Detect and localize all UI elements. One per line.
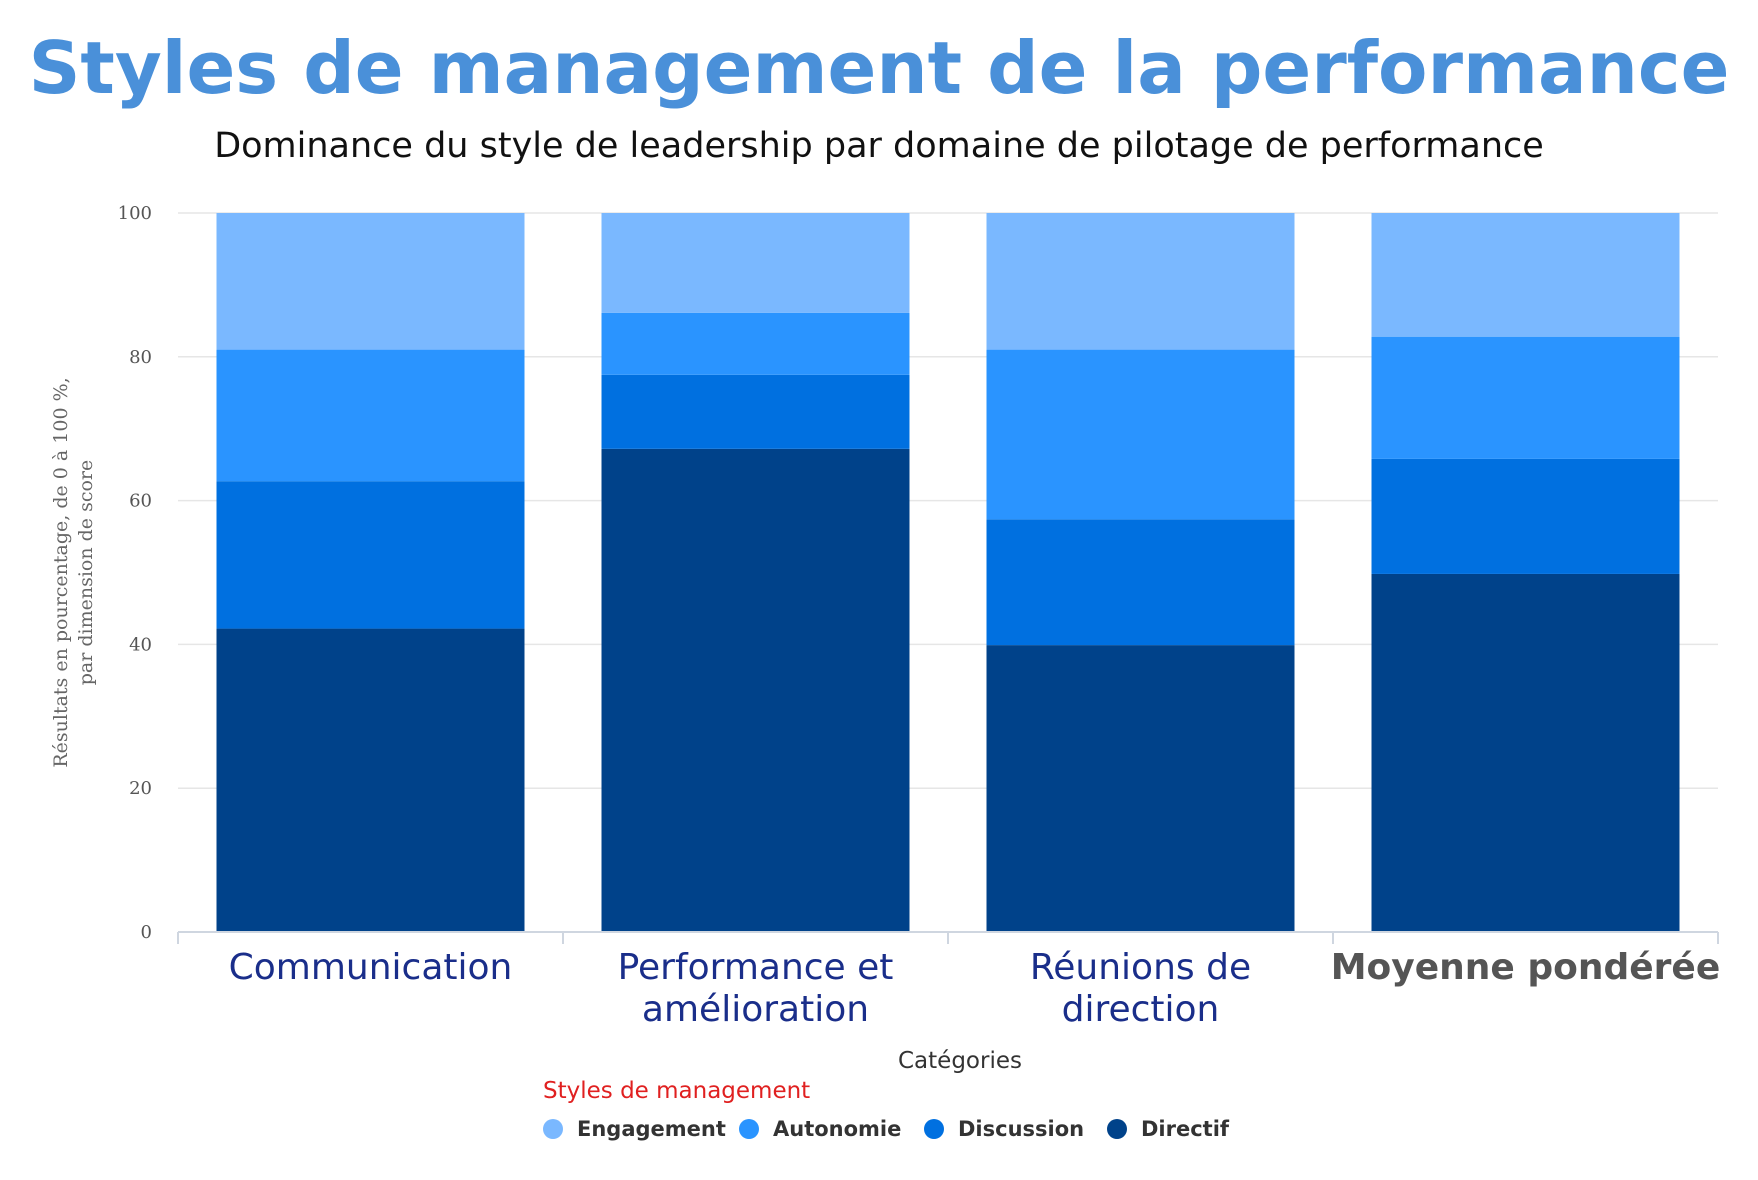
category-label-3: Réunions de direction (1030, 947, 1251, 1030)
bar-engagement-1 (216, 213, 525, 350)
chart-subtitle: Dominance du style de leadership par dom… (214, 126, 1544, 166)
legend-label-engagement: Engagement (577, 1117, 726, 1141)
bar-engagement-2 (601, 213, 910, 313)
chart-title: Styles de management de la performance (28, 26, 1730, 110)
bar-discussion-1 (216, 481, 525, 629)
category-labels: Communication Performance et amélioration R… (229, 947, 1721, 1030)
legend-swatch-directif (1107, 1119, 1127, 1139)
bar-engagement-4 (1371, 213, 1680, 337)
legend-swatch-discussion (924, 1119, 944, 1139)
category-label-4: Moyenne pondérée (1331, 947, 1721, 988)
x-axis-label: Catégories (898, 1048, 1022, 1074)
y-tick-label-60: 60 (129, 491, 152, 512)
bar-discussion-4 (1371, 458, 1680, 574)
bar-discussion-3 (986, 519, 1295, 646)
legend: Engagement Autonomie Discussion Directif (543, 1117, 1230, 1141)
bar-autonomie-3 (986, 349, 1295, 520)
bar-directif-2 (601, 448, 910, 932)
bar-directif-4 (1371, 573, 1680, 932)
bar-autonomie-1 (216, 349, 525, 482)
legend-label-discussion: Discussion (958, 1117, 1084, 1141)
y-axis-ticks: 0 20 40 60 80 100 (118, 203, 152, 943)
bar-autonomie-2 (601, 312, 910, 375)
x-axis (177, 931, 1719, 944)
bar-discussion-2 (601, 374, 910, 449)
category-label-2: Performance et amélioration (618, 947, 894, 1030)
legend-swatch-engagement (543, 1119, 563, 1139)
bar-engagement-3 (986, 213, 1295, 350)
y-tick-label-40: 40 (129, 634, 152, 655)
y-tick-label-80: 80 (129, 347, 152, 368)
legend-label-autonomie: Autonomie (773, 1117, 901, 1141)
y-tick-label-20: 20 (129, 778, 152, 799)
bar-autonomie-4 (1371, 336, 1680, 459)
legend-label-directif: Directif (1141, 1117, 1230, 1141)
bar-directif-1 (216, 628, 525, 932)
y-tick-label-100: 100 (118, 203, 152, 224)
legend-title: Styles de management (543, 1078, 810, 1104)
bars (216, 213, 1680, 932)
y-axis-label: Résultats en pourcentage, de 0 à 100 %, p… (50, 377, 97, 767)
y-tick-label-0: 0 (141, 922, 152, 943)
bar-directif-3 (986, 645, 1295, 932)
category-label-1: Communication (229, 947, 513, 988)
legend-swatch-autonomie (739, 1119, 759, 1139)
